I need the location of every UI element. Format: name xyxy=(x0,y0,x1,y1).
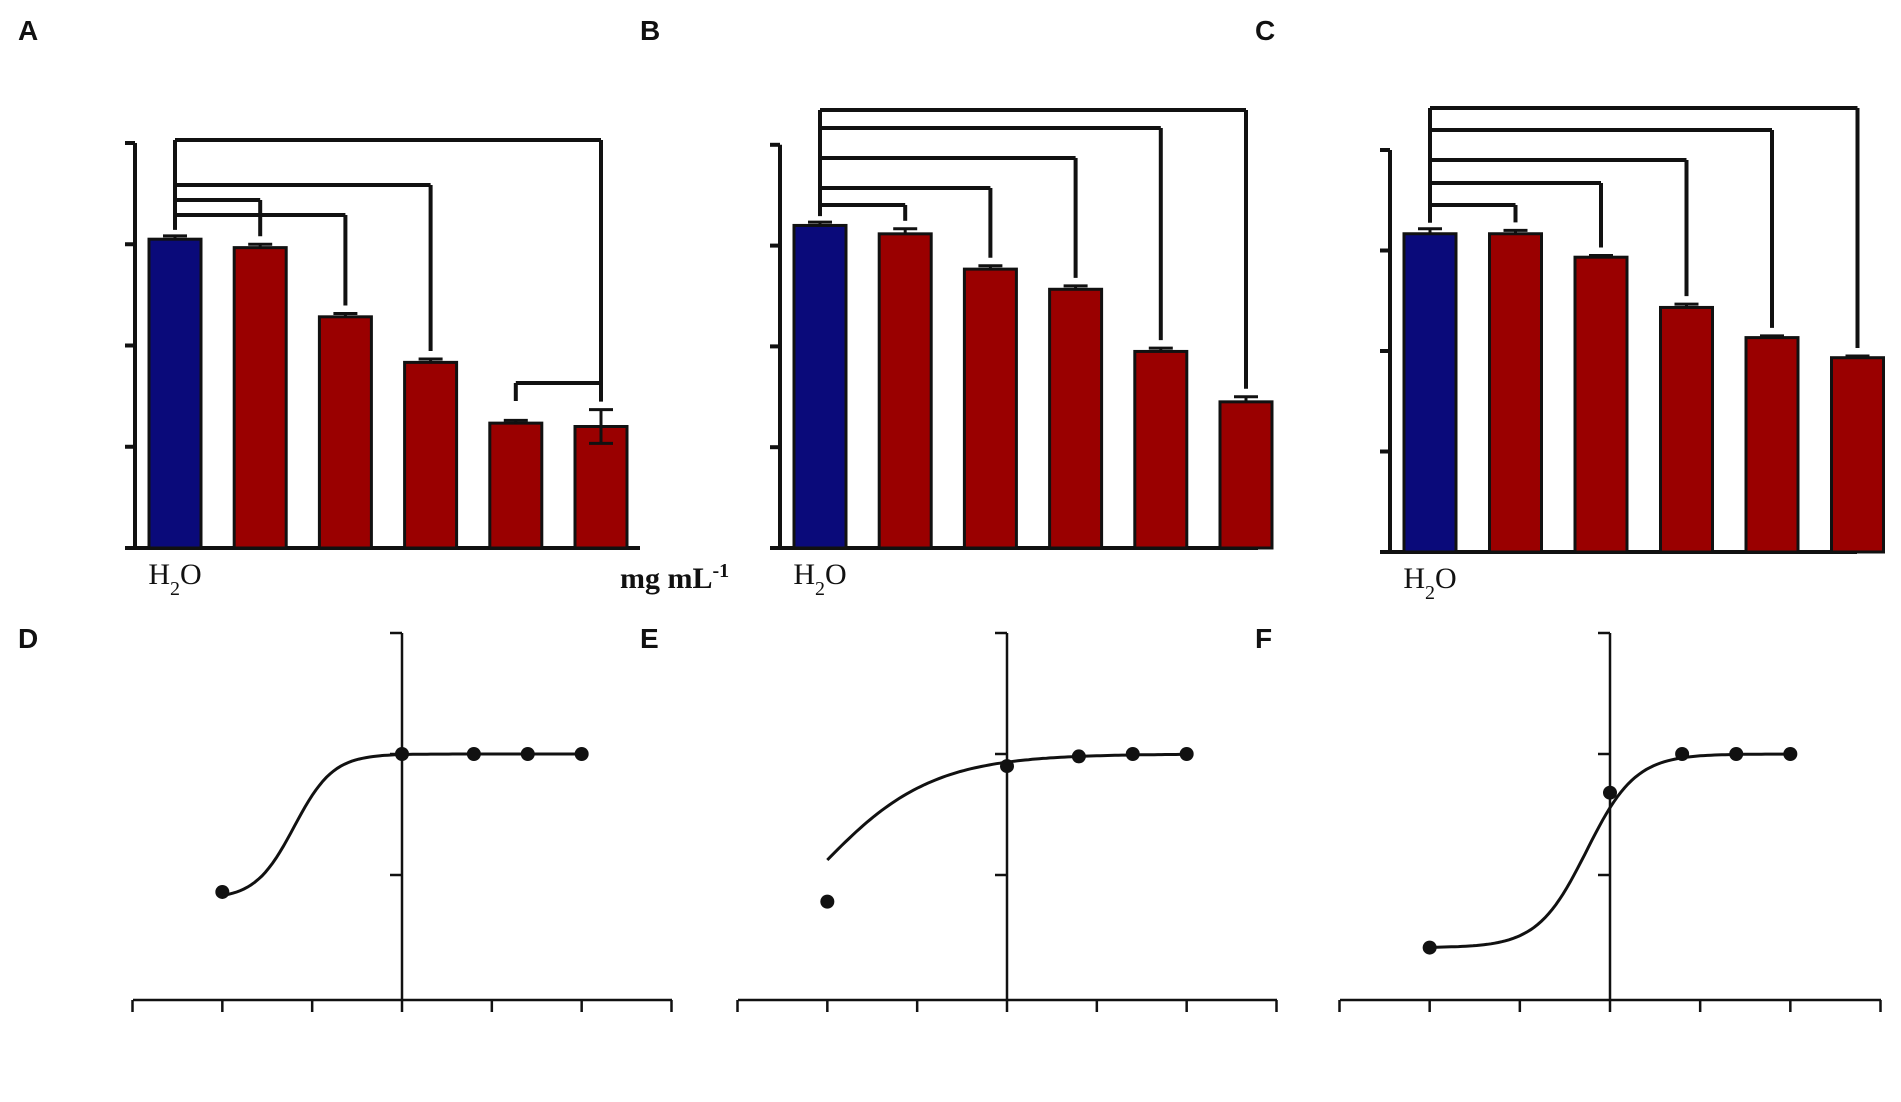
bar-2 xyxy=(1573,255,1629,554)
data-point xyxy=(1422,940,1437,955)
data-point xyxy=(1125,747,1140,761)
bar-4 xyxy=(1133,349,1189,550)
panel-letter-c: C xyxy=(1255,15,1275,46)
bar-3 xyxy=(1048,287,1104,550)
bar-3 xyxy=(1659,305,1714,554)
bar-0 xyxy=(147,237,203,550)
bar-5 xyxy=(1218,400,1274,550)
unit-label: mg mL-1 xyxy=(620,560,729,595)
bar-1 xyxy=(1488,232,1543,554)
x-tick-label: H2O xyxy=(1403,562,1456,604)
curve-chart-e xyxy=(736,631,1278,1012)
data-point xyxy=(1729,747,1744,761)
x-tick-label: H2O xyxy=(148,558,201,600)
bar-2 xyxy=(317,315,373,550)
bar-3 xyxy=(403,360,459,550)
bar-chart-b: H2O xyxy=(770,108,1274,600)
bar-5 xyxy=(573,425,629,550)
bar-4 xyxy=(1744,336,1800,554)
bar-chart-a: H2O mg mL-1 xyxy=(125,138,729,600)
data-point xyxy=(1783,747,1798,761)
unit-text: mg mL xyxy=(620,562,713,595)
bar-5 xyxy=(1830,356,1885,554)
bar-1 xyxy=(877,232,933,550)
curve-chart-d xyxy=(131,631,673,1012)
x-tick-label: H2O xyxy=(793,558,846,600)
data-point xyxy=(1000,759,1014,774)
data-point xyxy=(1603,785,1617,800)
data-point xyxy=(1071,749,1086,764)
bar-1 xyxy=(232,246,288,550)
data-point xyxy=(395,747,409,761)
data-point xyxy=(215,884,230,899)
bar-chart-c: H2O xyxy=(1380,106,1885,604)
data-point xyxy=(820,894,835,909)
data-point xyxy=(520,747,535,761)
panel-letter-a: A xyxy=(18,15,38,46)
bar-2 xyxy=(962,267,1018,550)
data-point xyxy=(1675,747,1690,761)
bar-4 xyxy=(488,421,544,550)
panel-letter-b: B xyxy=(640,15,660,46)
panel-letter-d: D xyxy=(18,623,38,654)
data-point xyxy=(1179,747,1194,761)
unit-superscript: -1 xyxy=(713,560,730,582)
data-point xyxy=(574,747,589,761)
panel-letter-e: E xyxy=(640,623,659,654)
bar-0 xyxy=(1402,232,1458,554)
panel-letter-f: F xyxy=(1255,623,1272,654)
curve-chart-f xyxy=(1338,631,1882,1012)
data-point xyxy=(466,747,481,761)
bar-0 xyxy=(792,223,848,550)
